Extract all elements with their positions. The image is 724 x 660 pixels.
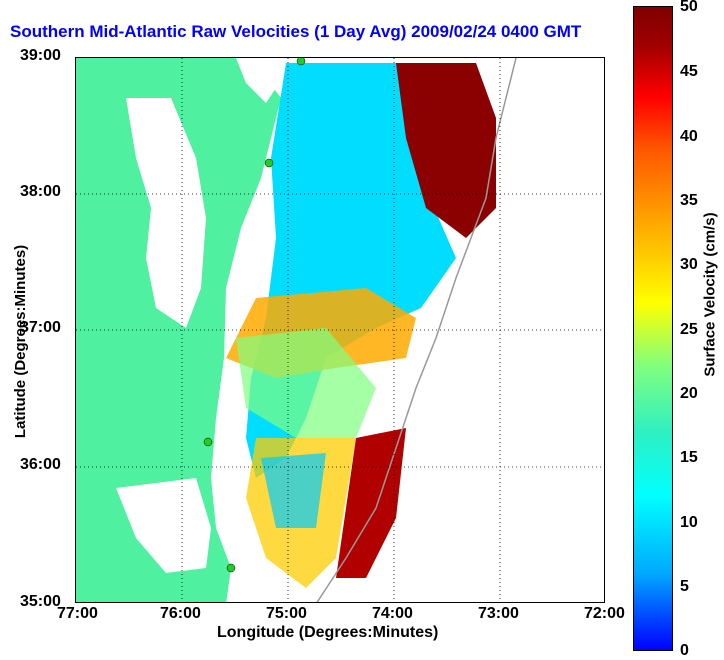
y-tick: 37:00 [20, 319, 61, 336]
station-marker [226, 563, 236, 573]
shelf-contour [316, 58, 517, 602]
y-tick: 35:00 [20, 593, 61, 610]
colorbar-tick: 35 [680, 192, 698, 209]
field-south-cyan [261, 453, 326, 528]
colorbar-label: Surface Velocity (cm/s) [701, 212, 719, 377]
x-tick: 72:00 [584, 605, 625, 622]
velocity-map [75, 57, 605, 603]
field-mid-green [236, 328, 376, 438]
colorbar-tick: 40 [680, 128, 698, 145]
colorbar-tick: 45 [680, 63, 698, 80]
colorbar [633, 6, 673, 651]
colorbar-tick: 15 [680, 449, 698, 466]
colorbar-tick: 50 [680, 0, 698, 15]
colorbar-tick: 10 [680, 514, 698, 531]
y-axis-label: Latitude (Degrees:Minutes) [12, 244, 30, 439]
x-tick: 75:00 [266, 605, 307, 622]
x-tick: 76:00 [160, 605, 201, 622]
field-high-speed-north [396, 63, 496, 238]
land-mass [76, 58, 281, 602]
colorbar-tick: 5 [680, 578, 689, 595]
colorbar-tick: 20 [680, 385, 698, 402]
colorbar-tick: 25 [680, 321, 698, 338]
chesapeake-bay [126, 98, 206, 328]
x-tick: 74:00 [372, 605, 413, 622]
map-svg [76, 58, 604, 602]
x-tick: 77:00 [57, 605, 98, 622]
radar-stations [203, 58, 306, 573]
field-high-speed-south [336, 428, 406, 578]
station-marker [296, 58, 306, 66]
pamlico-sound [116, 478, 211, 573]
x-axis-label: Longitude (Degrees:Minutes) [217, 624, 439, 641]
map-title: Southern Mid-Atlantic Raw Velocities (1 … [10, 22, 582, 41]
velocity-field [226, 63, 496, 588]
station-marker [203, 437, 213, 447]
grid-lines [76, 58, 604, 602]
y-tick: 39:00 [20, 47, 61, 64]
y-tick: 38:00 [20, 183, 61, 200]
colorbar-tick: 0 [680, 642, 689, 659]
delaware-bay [236, 58, 276, 103]
station-marker [264, 158, 274, 168]
x-tick: 73:00 [478, 605, 519, 622]
colorbar-tick: 30 [680, 256, 698, 273]
y-tick: 36:00 [20, 456, 61, 473]
